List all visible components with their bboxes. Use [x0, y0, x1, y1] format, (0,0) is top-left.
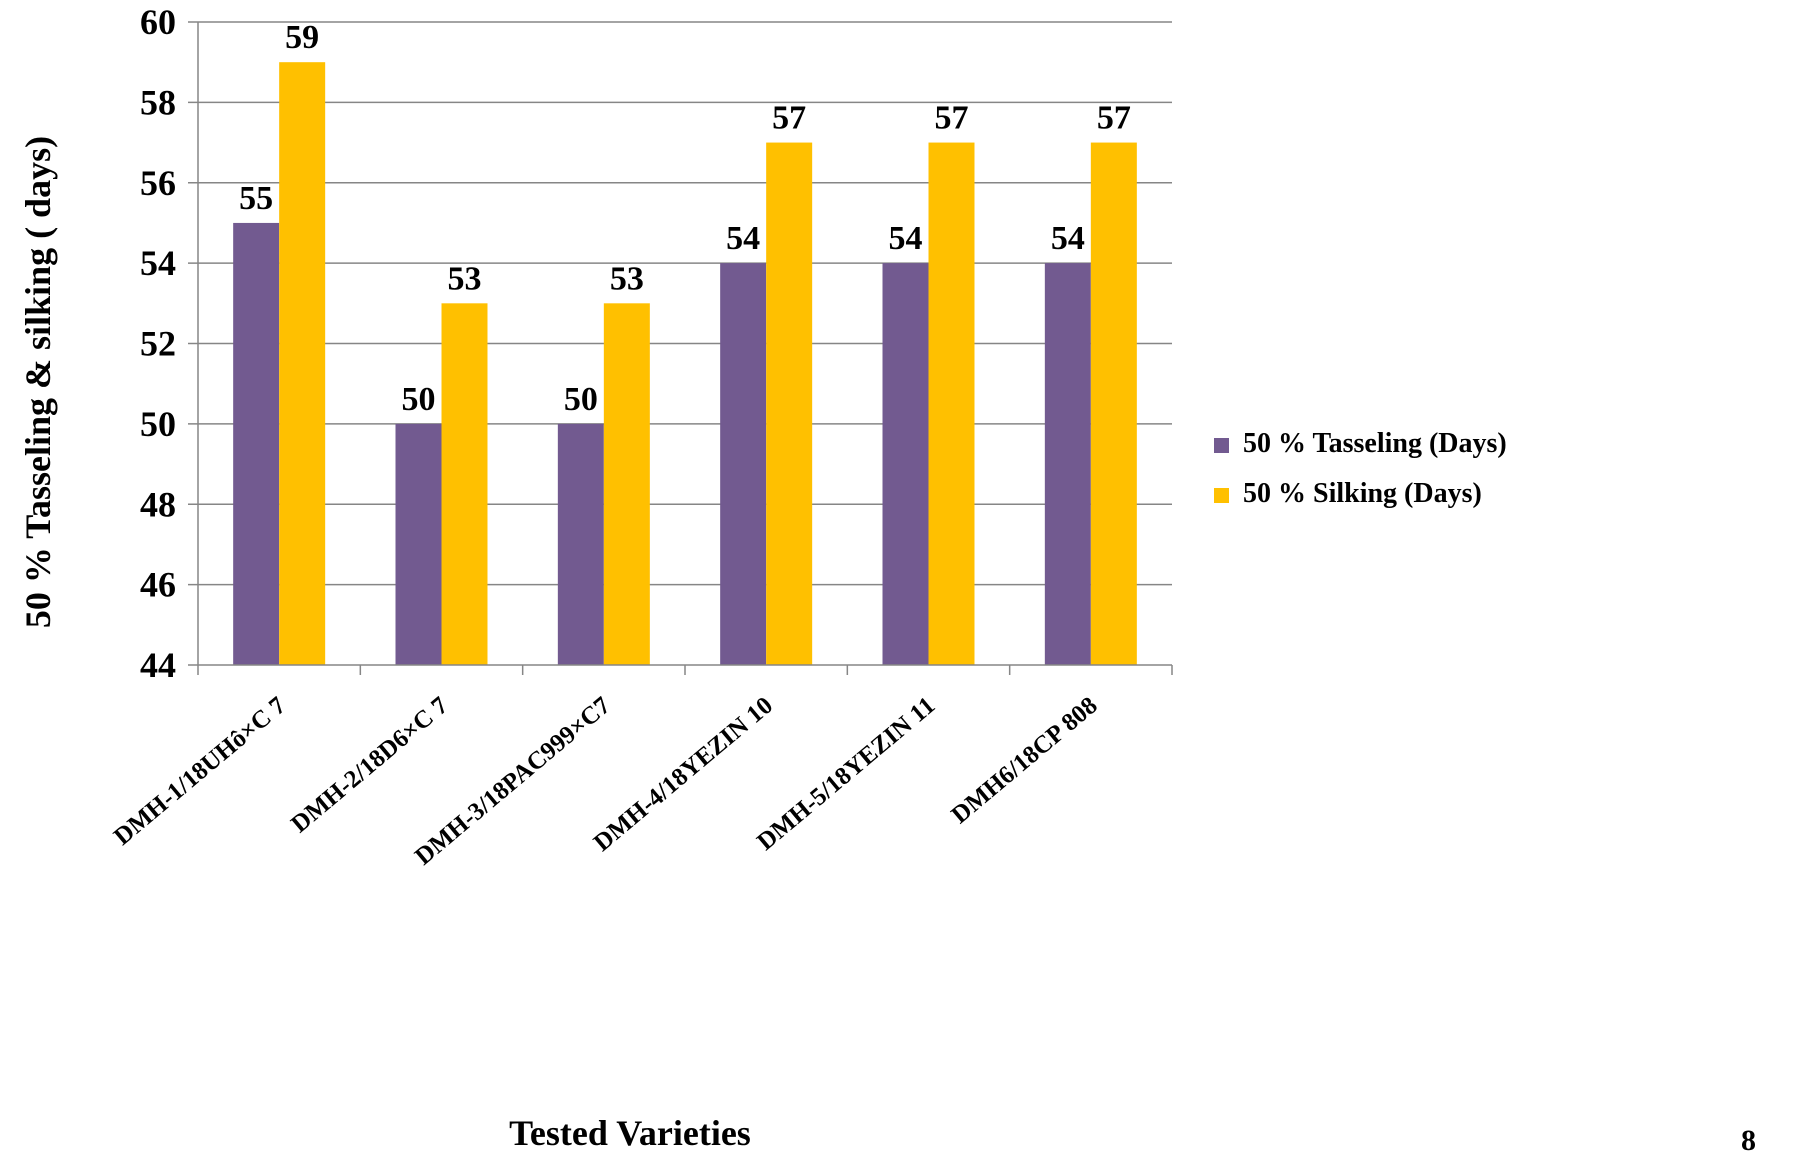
- data-label: 57: [1097, 100, 1131, 137]
- bar: [441, 303, 488, 665]
- data-label: 53: [448, 260, 482, 297]
- x-tick-label: DMH-2/18D6×C 7: [286, 692, 453, 838]
- x-tick-label: DMH-4/18YEZIN 10: [589, 692, 778, 857]
- bar: [1044, 263, 1091, 665]
- bar: [279, 62, 326, 665]
- x-axis-title: Tested Varieties: [509, 1113, 751, 1153]
- data-label: 57: [935, 100, 969, 137]
- legend-label: 50 % Tasseling (Days): [1243, 428, 1507, 459]
- y-axis-title: 50 % Tasseling & silking ( days): [18, 136, 58, 628]
- gridlines: [198, 21, 1172, 586]
- bar: [557, 423, 604, 665]
- data-label: 54: [726, 220, 760, 257]
- data-labels: 55 59 50 53 50 53 54 57 54 57 54 57: [239, 19, 1131, 418]
- x-tick-label: DMH-5/18YEZIN 11: [752, 692, 940, 856]
- y-tick-label: 60: [140, 2, 176, 42]
- x-tick-label: DMH-1/18UHô×C 7: [109, 692, 291, 851]
- legend-label: 50 % Silking (Days): [1243, 478, 1482, 509]
- page-number: 8: [1741, 1124, 1756, 1153]
- data-label: 54: [1051, 220, 1085, 257]
- y-tick-label: 48: [140, 484, 176, 524]
- bars: [233, 62, 1137, 665]
- bar: [233, 222, 280, 665]
- bar: [1090, 142, 1137, 665]
- legend: 50 % Tasseling (Days) 50 % Silking (Days): [1214, 428, 1507, 509]
- bar: [603, 303, 650, 665]
- y-tick-label: 54: [140, 243, 176, 283]
- y-tick-label: 52: [140, 324, 176, 364]
- y-tick-label: 46: [140, 565, 176, 605]
- data-label: 53: [610, 260, 644, 297]
- legend-swatch: [1214, 438, 1229, 453]
- legend-swatch: [1214, 488, 1229, 503]
- data-label: 50: [564, 381, 598, 418]
- data-label: 54: [889, 220, 923, 257]
- y-tick-label: 44: [140, 645, 176, 685]
- y-tick-label: 50: [140, 404, 176, 444]
- bar: [395, 423, 442, 665]
- data-label: 57: [772, 100, 806, 137]
- y-tick-label: 58: [140, 82, 176, 122]
- bar: [928, 142, 975, 665]
- data-label: 50: [402, 381, 436, 418]
- y-tick-label: 56: [140, 163, 176, 203]
- bar: [720, 263, 767, 665]
- bar: [766, 142, 813, 665]
- data-label: 55: [239, 180, 273, 217]
- x-tick-label: DMH6/18CP 808: [946, 692, 1102, 829]
- data-label: 59: [285, 19, 319, 56]
- bar: [882, 263, 929, 665]
